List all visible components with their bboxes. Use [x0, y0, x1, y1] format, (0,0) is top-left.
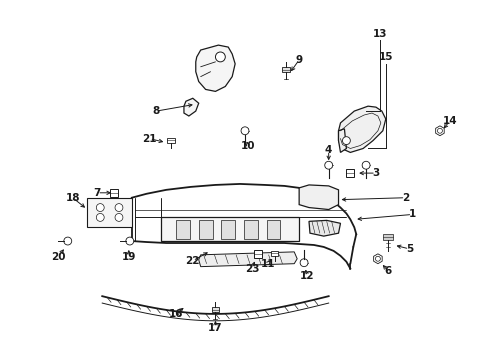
- Text: 23: 23: [244, 264, 259, 274]
- Text: 21: 21: [142, 134, 157, 144]
- Polygon shape: [266, 220, 280, 239]
- Circle shape: [300, 259, 307, 267]
- Text: 7: 7: [93, 188, 101, 198]
- Text: 22: 22: [185, 256, 200, 266]
- Polygon shape: [195, 45, 235, 91]
- Polygon shape: [161, 217, 299, 241]
- Polygon shape: [198, 252, 297, 267]
- Circle shape: [437, 128, 442, 133]
- Circle shape: [125, 237, 133, 245]
- Polygon shape: [382, 234, 392, 240]
- Polygon shape: [87, 198, 131, 227]
- Circle shape: [375, 256, 380, 261]
- Polygon shape: [198, 220, 212, 239]
- Circle shape: [64, 237, 72, 245]
- Text: 2: 2: [401, 193, 408, 203]
- Text: 12: 12: [299, 271, 314, 282]
- Bar: [110, 189, 118, 197]
- Text: 17: 17: [208, 323, 223, 333]
- Circle shape: [115, 204, 122, 212]
- Circle shape: [96, 204, 104, 212]
- Text: 20: 20: [51, 252, 65, 262]
- Text: 13: 13: [372, 29, 386, 39]
- Text: 18: 18: [65, 193, 80, 203]
- Polygon shape: [183, 98, 198, 116]
- Polygon shape: [338, 106, 385, 152]
- Bar: [253, 250, 261, 258]
- Bar: [282, 67, 290, 72]
- Polygon shape: [373, 254, 382, 264]
- Bar: [167, 138, 175, 143]
- Text: 3: 3: [371, 168, 379, 178]
- Bar: [211, 307, 219, 312]
- Text: 5: 5: [405, 244, 412, 254]
- Polygon shape: [435, 126, 443, 136]
- Polygon shape: [308, 220, 340, 236]
- Polygon shape: [221, 220, 235, 239]
- Polygon shape: [176, 220, 189, 239]
- Circle shape: [324, 161, 332, 169]
- Circle shape: [362, 161, 369, 169]
- Circle shape: [241, 127, 248, 135]
- Text: 9: 9: [295, 55, 302, 65]
- Polygon shape: [299, 185, 338, 210]
- Text: 14: 14: [442, 116, 456, 126]
- Text: 1: 1: [408, 210, 415, 220]
- Bar: [346, 169, 353, 177]
- Text: 19: 19: [122, 252, 136, 262]
- Text: 4: 4: [325, 145, 332, 156]
- Text: 8: 8: [152, 106, 160, 116]
- Circle shape: [96, 213, 104, 221]
- Text: 15: 15: [378, 52, 392, 62]
- Circle shape: [215, 52, 225, 62]
- Text: 11: 11: [260, 259, 274, 269]
- Text: 6: 6: [384, 266, 390, 276]
- Polygon shape: [338, 129, 346, 152]
- Text: 10: 10: [240, 140, 255, 150]
- Polygon shape: [244, 220, 257, 239]
- Text: 16: 16: [168, 309, 183, 319]
- Bar: [270, 251, 278, 256]
- Circle shape: [342, 137, 349, 145]
- Circle shape: [115, 213, 122, 221]
